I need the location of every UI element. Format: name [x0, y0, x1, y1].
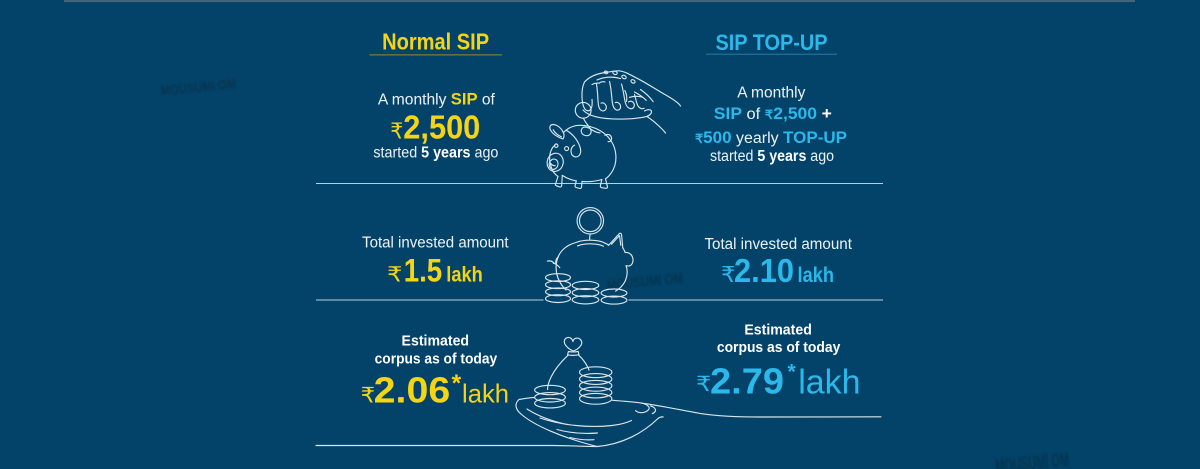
- svg-text:A monthly SIP of: A monthly SIP of: [378, 91, 496, 109]
- svg-text:MOUSUMI OM: MOUSUMI OM: [994, 449, 1070, 469]
- svg-text:₹: ₹: [361, 383, 376, 407]
- svg-text:₹: ₹: [696, 373, 711, 396]
- svg-text:lakh: lakh: [462, 379, 509, 409]
- svg-text:Estimated: Estimated: [402, 334, 470, 350]
- svg-text:₹: ₹: [387, 264, 403, 287]
- svg-text:*: *: [788, 361, 797, 384]
- svg-text:lakh: lakh: [798, 363, 860, 401]
- svg-text:corpus as of today: corpus as of today: [717, 339, 841, 356]
- svg-text:₹: ₹: [390, 119, 403, 144]
- svg-text:Total invested amount: Total invested amount: [362, 234, 509, 251]
- svg-text:₹500 yearly TOP-UP: ₹500 yearly TOP-UP: [695, 129, 847, 147]
- svg-text:*: *: [452, 370, 462, 397]
- svg-text:SIP of ₹2,500 +: SIP of ₹2,500 +: [714, 105, 832, 123]
- svg-text:started 5 years ago: started 5 years ago: [710, 148, 834, 165]
- svg-text:Normal SIP: Normal SIP: [382, 29, 489, 55]
- svg-text:started 5 years ago: started 5 years ago: [373, 145, 498, 162]
- svg-text:corpus as of today: corpus as of today: [375, 351, 498, 368]
- svg-text:lakh: lakh: [446, 263, 483, 287]
- svg-text:2.79: 2.79: [710, 361, 784, 402]
- svg-text:A monthly: A monthly: [737, 85, 805, 102]
- svg-text:Total invested amount: Total invested amount: [704, 236, 852, 253]
- svg-text:2,500: 2,500: [403, 109, 480, 146]
- svg-text:SIP TOP-UP: SIP TOP-UP: [716, 30, 828, 55]
- svg-text:lakh: lakh: [798, 263, 835, 287]
- svg-text:2.10: 2.10: [734, 253, 794, 290]
- svg-text:2.06: 2.06: [374, 369, 451, 410]
- svg-text:Estimated: Estimated: [744, 322, 812, 338]
- svg-text:₹: ₹: [721, 262, 736, 287]
- svg-text:MOUSUMI OM: MOUSUMI OM: [160, 76, 237, 98]
- svg-text:1.5: 1.5: [404, 253, 443, 289]
